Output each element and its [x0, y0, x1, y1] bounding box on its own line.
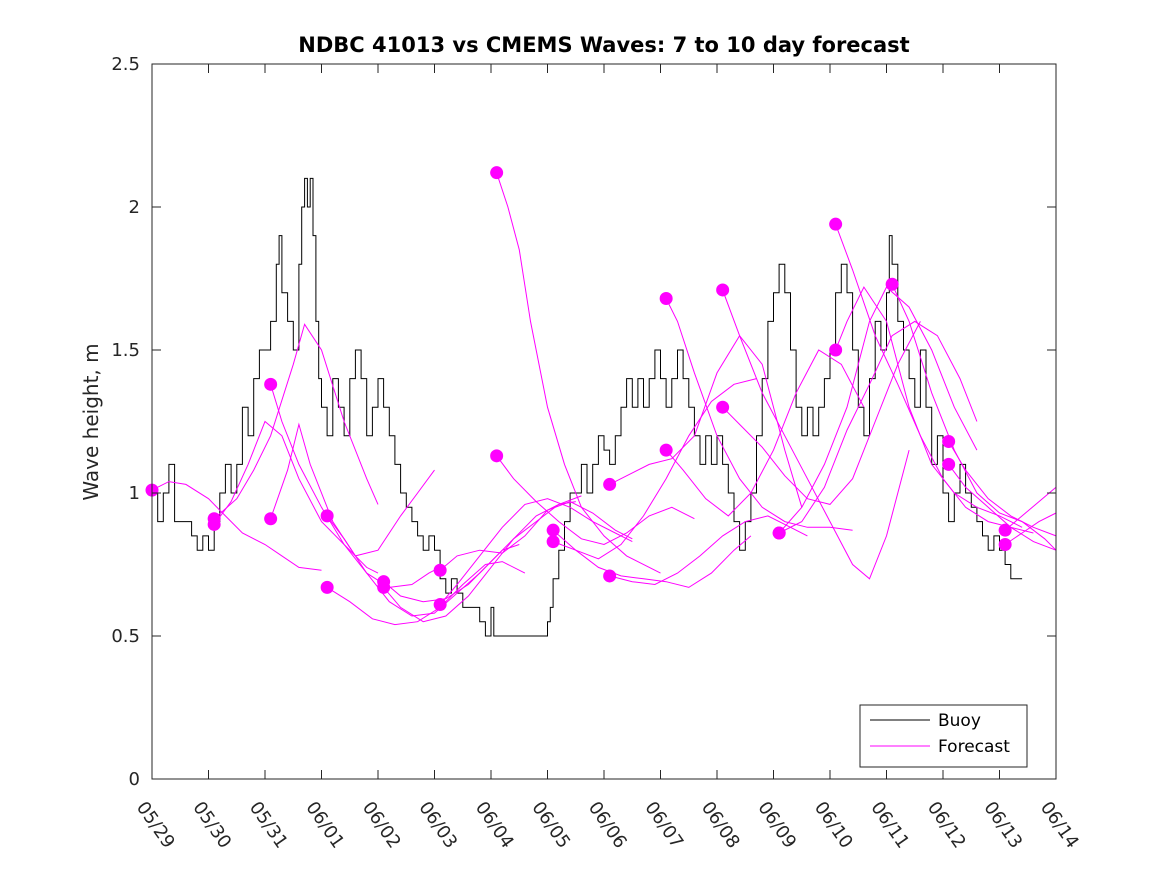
forecast-start-marker — [829, 343, 843, 357]
forecast-start-marker — [659, 292, 673, 306]
y-tick-label: 1 — [129, 483, 140, 504]
forecast-start-marker — [716, 400, 730, 414]
forecast-line — [665, 349, 865, 517]
forecast-start-marker — [603, 569, 617, 583]
plot-area — [145, 166, 1057, 637]
forecast-start-marker — [716, 283, 730, 297]
forecast-start-marker — [320, 580, 334, 594]
forecast-start-marker — [603, 477, 617, 491]
legend: Buoy Forecast — [859, 704, 1028, 768]
forecast-line — [948, 464, 1057, 551]
forecast-start-marker — [320, 509, 334, 523]
chart-title: NDBC 41013 vs CMEMS Waves: 7 to 10 day f… — [298, 33, 909, 57]
forecast-start-marker — [546, 535, 560, 549]
forecast-line — [151, 481, 322, 571]
forecast-start-marker — [829, 217, 843, 231]
y-tick-label: 1.5 — [111, 340, 140, 361]
forecast-start-marker — [998, 523, 1012, 537]
legend-box — [859, 704, 1028, 768]
forecast-start-marker — [490, 166, 504, 180]
forecast-line — [1004, 512, 1057, 545]
forecast-line — [609, 515, 808, 586]
forecast-line — [439, 501, 633, 571]
forecast-start-marker — [546, 523, 560, 537]
y-axis-label: Wave height, m — [79, 343, 103, 500]
y-tick-label: 0.5 — [111, 626, 140, 647]
forecast-line — [1004, 486, 1057, 531]
y-tick-label: 2.5 — [111, 54, 140, 75]
forecast-start-marker — [998, 537, 1012, 551]
forecast-line — [213, 323, 379, 520]
forecast-start-marker — [772, 526, 786, 540]
forecast-start-marker — [377, 580, 391, 594]
forecast-line — [835, 224, 1034, 534]
forecast-line — [496, 172, 661, 574]
forecast-line — [270, 384, 435, 588]
forecast-line — [778, 320, 978, 534]
forecast-line — [835, 286, 1023, 528]
forecast-line — [722, 289, 910, 580]
forecast-line — [948, 441, 1057, 537]
forecast-line — [722, 321, 921, 505]
buoy-line — [152, 177, 1023, 637]
forecast-start-marker — [207, 517, 221, 531]
forecast-start-marker — [942, 435, 956, 449]
forecast-start-marker — [659, 443, 673, 457]
y-tick-label: 0 — [129, 769, 140, 790]
y-tick-label: 2 — [129, 197, 140, 218]
forecast-start-marker — [433, 563, 447, 577]
forecast-start-marker — [433, 598, 447, 612]
forecast-line — [552, 529, 752, 588]
forecast-start-marker — [264, 512, 278, 526]
forecast-line — [778, 286, 978, 534]
forecast-line — [383, 495, 582, 603]
forecast-start-marker — [264, 377, 278, 391]
forecast-line — [552, 378, 757, 560]
legend-forecast-label: Forecast — [938, 737, 1010, 757]
legend-buoy-label: Buoy — [938, 711, 981, 731]
forecast-start-marker — [885, 277, 899, 291]
forecast-line — [891, 283, 1057, 551]
forecast-line — [496, 455, 695, 546]
forecast-start-marker — [942, 457, 956, 471]
forecast-start-marker — [490, 449, 504, 463]
